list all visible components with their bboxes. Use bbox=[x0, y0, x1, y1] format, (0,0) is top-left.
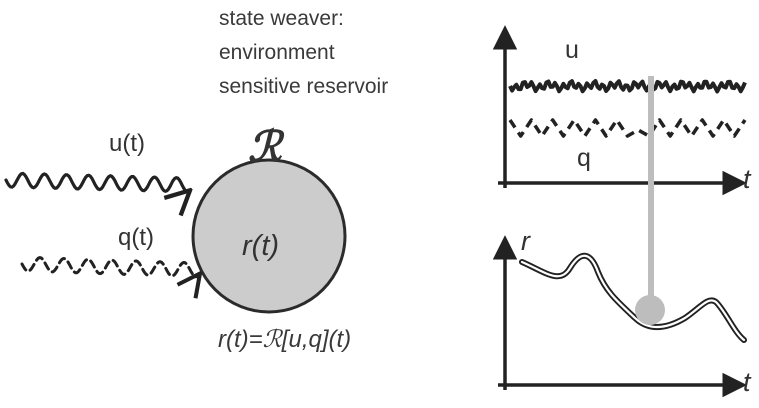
reservoir-equation: r(t)=ℛ[u,q](t) bbox=[218, 326, 352, 353]
reservoir-symbol: ℛ bbox=[248, 122, 282, 171]
bottom-plot-t-label: t bbox=[743, 367, 751, 397]
caption-line-2: environment bbox=[219, 41, 335, 64]
time-marker-dot bbox=[635, 295, 665, 325]
top-plot-u-signal bbox=[508, 79, 747, 94]
u-input-wave bbox=[4, 171, 190, 192]
bottom-plot-r-label: r bbox=[521, 226, 530, 256]
caption-line-1: state weaver: bbox=[219, 7, 344, 30]
q-input-wave bbox=[20, 256, 200, 277]
bottom-plot-r-curve-inner bbox=[520, 254, 746, 342]
u-input-label: u(t) bbox=[109, 130, 145, 157]
caption-line-3: sensitive reservoir bbox=[219, 75, 389, 98]
top-plot-q-signal bbox=[508, 118, 747, 138]
top-plot-u-label: u bbox=[565, 36, 579, 64]
bottom-plot-r-curve-outer bbox=[519, 252, 747, 343]
top-plot-t-label: t bbox=[743, 164, 751, 194]
top-plot-q-label: q bbox=[577, 144, 591, 172]
reservoir-circle bbox=[191, 158, 347, 314]
q-input-label: q(t) bbox=[118, 224, 154, 251]
reservoir-state-label: r(t) bbox=[242, 230, 280, 262]
